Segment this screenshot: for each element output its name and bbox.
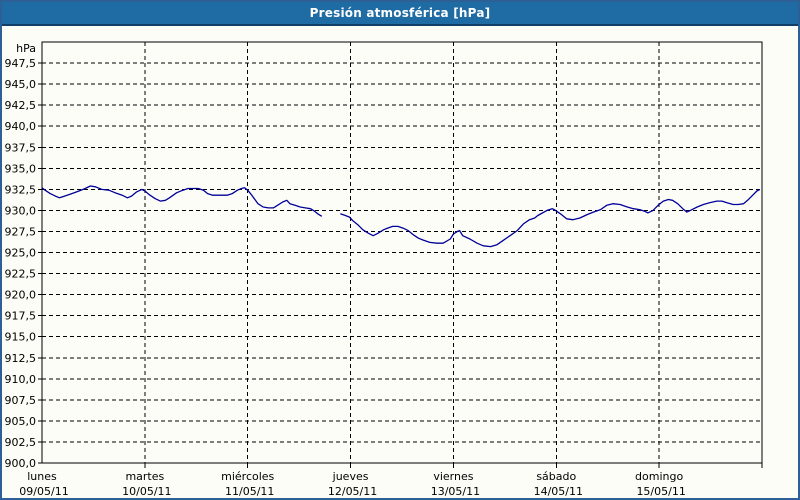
y-tick-label: 902,5: [5, 436, 37, 449]
y-tick-label: 900,0: [5, 457, 37, 470]
y-tick-label: 927,5: [5, 225, 37, 238]
y-tick-label: 937,5: [5, 141, 37, 154]
x-date-label: 15/05/11: [636, 485, 685, 498]
y-tick-label: 930,0: [5, 204, 37, 217]
pressure-line-segment: [41, 185, 323, 217]
x-date-label: 09/05/11: [19, 485, 68, 498]
y-tick-label: 917,5: [5, 310, 37, 323]
plot-border: [41, 41, 763, 464]
x-day-label: jueves: [332, 470, 369, 483]
y-tick-label: 947,5: [5, 57, 37, 70]
y-axis-labels: 947,5 945,0 942,5 940,0 937,5 935,0 932,5 930,0…: [5, 42, 37, 470]
x-date-label: 12/05/11: [328, 485, 377, 498]
y-tick-label: 907,5: [5, 394, 37, 407]
pressure-line-series: [41, 185, 761, 248]
y-tick-label: 940,0: [5, 120, 37, 133]
y-tick-label: 910,0: [5, 373, 37, 386]
axes: [38, 62, 763, 468]
chart-title: Presión atmosférica [hPa]: [309, 6, 491, 20]
x-day-label: martes: [125, 470, 164, 483]
x-day-label: viernes: [433, 470, 473, 483]
pressure-chart: 947,5 945,0 942,5 940,0 937,5 935,0 932,5 930,0…: [5, 41, 763, 498]
y-axis-unit-label: hPa: [16, 42, 36, 55]
x-date-label: 11/05/11: [225, 485, 274, 498]
x-date-label: 14/05/11: [534, 485, 583, 498]
pressure-line-segment: [340, 188, 761, 248]
x-day-label: domingo: [635, 470, 683, 483]
x-day-label: lunes: [27, 470, 57, 483]
x-day-label: miércoles: [221, 470, 274, 483]
y-tick-label: 922,5: [5, 268, 37, 281]
y-tick-label: 942,5: [5, 99, 37, 112]
y-tick-label: 915,0: [5, 331, 37, 344]
y-tick-label: 905,0: [5, 415, 37, 428]
y-tick-label: 925,0: [5, 247, 37, 260]
x-date-label: 13/05/11: [431, 485, 480, 498]
y-tick-label: 912,5: [5, 352, 37, 365]
y-tick-label: 935,0: [5, 162, 37, 175]
y-tick-label: 945,0: [5, 78, 37, 91]
chart-title-bar: Presión atmosférica [hPa]: [2, 2, 798, 26]
y-tick-label: 932,5: [5, 183, 37, 196]
x-day-label: sábado: [536, 470, 576, 483]
x-date-label: 10/05/11: [122, 485, 171, 498]
x-axis-labels: lunes 09/05/11 martes 10/05/11 miércoles 11/0…: [19, 470, 686, 498]
gridlines: [42, 42, 762, 463]
y-tick-label: 920,0: [5, 289, 37, 302]
